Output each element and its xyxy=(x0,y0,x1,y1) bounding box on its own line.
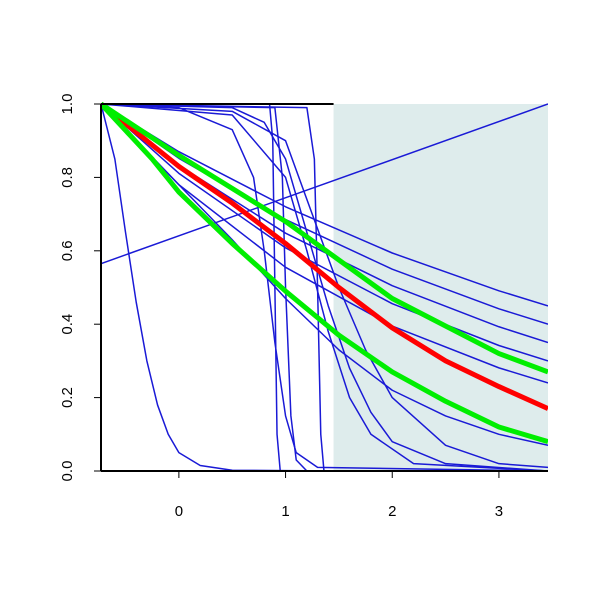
curve xyxy=(101,103,548,471)
curve xyxy=(101,103,548,307)
curve xyxy=(101,102,548,445)
curve xyxy=(101,103,548,469)
y-tick-label: 0.6 xyxy=(59,240,76,261)
x-tick-label: 0 xyxy=(175,503,183,520)
curve xyxy=(101,102,548,411)
curve xyxy=(101,103,548,471)
curve xyxy=(101,103,548,471)
y-tick-label: 0.2 xyxy=(59,387,76,408)
y-tick-label: 0.8 xyxy=(59,167,76,188)
curve xyxy=(101,103,548,265)
curve xyxy=(101,103,548,447)
x-tick-label: 1 xyxy=(281,503,289,520)
curve xyxy=(101,101,548,375)
curve xyxy=(101,103,548,471)
curve xyxy=(101,103,548,384)
x-tick-label: 2 xyxy=(388,503,396,520)
curve xyxy=(101,103,548,362)
y-tick-label: 1.0 xyxy=(59,94,76,115)
curve xyxy=(101,103,548,471)
x-tick-label: 3 xyxy=(495,503,503,520)
y-tick-label: 0.4 xyxy=(59,314,76,335)
y-tick-label: 0.0 xyxy=(59,461,76,482)
